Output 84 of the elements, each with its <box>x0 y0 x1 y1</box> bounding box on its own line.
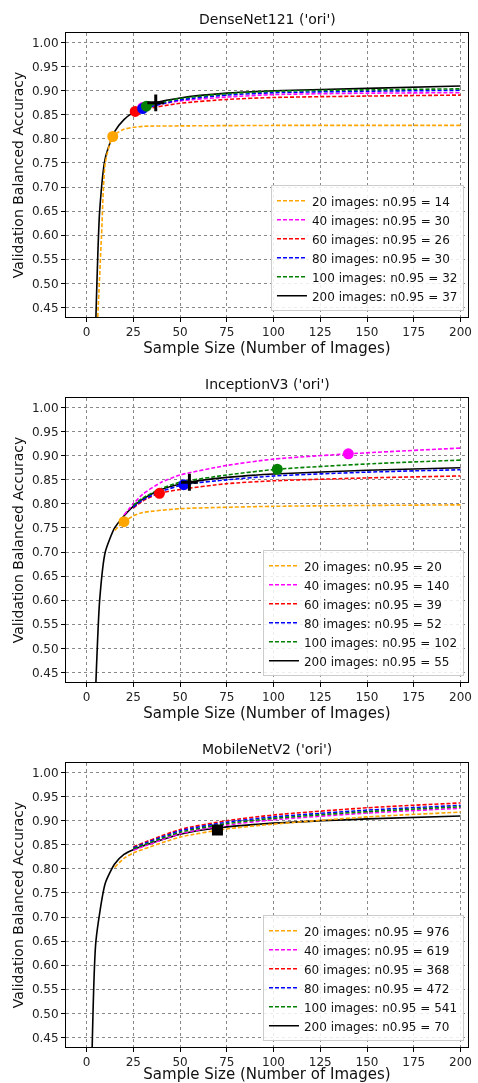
y-tick-label: 1.00 <box>31 35 59 50</box>
chart-title: InceptionV3 ('ori') <box>205 376 330 392</box>
y-tick-label: 0.95 <box>31 424 59 439</box>
y-tick-label: 0.90 <box>31 448 59 463</box>
x-tick-label: 175 <box>402 690 426 705</box>
y-tick-label: 0.65 <box>31 934 59 949</box>
legend-label: 100 images: n0.95 = 32 <box>311 270 458 285</box>
chart-title: MobileNetV2 ('ori') <box>202 741 333 757</box>
x-tick-label: 100 <box>262 325 285 340</box>
legend-label: 200 images: n0.95 = 55 <box>303 654 450 669</box>
x-tick-label: 25 <box>125 1055 141 1070</box>
legend-label: 80 images: n0.95 = 30 <box>311 251 450 266</box>
legend-label: 40 images: n0.95 = 30 <box>311 213 450 228</box>
legend-label: 200 images: n0.95 = 37 <box>311 289 458 304</box>
x-tick-label: 200 <box>449 690 472 705</box>
x-tick-label: 100 <box>262 690 285 705</box>
y-tick-label: 0.50 <box>31 1006 59 1021</box>
y-tick-label: 0.50 <box>31 641 59 656</box>
y-tick-label: 0.65 <box>31 204 59 219</box>
legend-label: 60 images: n0.95 = 39 <box>303 597 442 612</box>
y-tick-label: 0.60 <box>31 958 59 973</box>
x-tick-label: 50 <box>172 325 188 340</box>
y-tick-label: 0.60 <box>31 228 59 243</box>
y-tick-label: 0.50 <box>31 276 59 291</box>
x-axis-title: Sample Size (Number of Images) <box>143 339 391 358</box>
legend-label: 80 images: n0.95 = 52 <box>303 616 442 631</box>
legend-label: 80 images: n0.95 = 472 <box>303 981 450 996</box>
x-tick-label: 75 <box>219 325 235 340</box>
x-axis-title: Sample Size (Number of Images) <box>143 704 391 723</box>
x-tick-label: 125 <box>308 690 332 705</box>
y-tick-label: 1.00 <box>31 765 59 780</box>
x-tick-label: 125 <box>308 325 332 340</box>
y-tick-label: 0.55 <box>31 252 59 267</box>
y-tick-label: 0.45 <box>31 1030 59 1045</box>
legend-label: 20 images: n0.95 = 976 <box>303 924 450 939</box>
y-tick-label: 0.85 <box>31 473 59 488</box>
legend-label: 60 images: n0.95 = 26 <box>311 232 450 247</box>
legend-label: 40 images: n0.95 = 140 <box>303 578 450 593</box>
legend-label: 200 images: n0.95 = 70 <box>303 1019 450 1034</box>
y-tick-label: 0.45 <box>31 300 59 315</box>
legend-label: 20 images: n0.95 = 14 <box>311 194 450 209</box>
y-tick-label: 0.85 <box>31 108 59 123</box>
y-tick-label: 0.90 <box>31 813 59 828</box>
x-tick-label: 0 <box>82 690 91 705</box>
y-axis-title: Validation Balanced Accuracy <box>10 801 27 1009</box>
x-tick-label: 150 <box>355 690 379 705</box>
y-tick-label: 0.70 <box>31 180 59 195</box>
legend-label: 40 images: n0.95 = 619 <box>303 943 450 958</box>
legend-label: 60 images: n0.95 = 368 <box>303 962 450 977</box>
y-tick-label: 0.85 <box>31 838 59 853</box>
y-axis-title: Validation Balanced Accuracy <box>10 71 27 279</box>
x-tick-label: 200 <box>449 1055 472 1070</box>
y-tick-label: 0.65 <box>31 569 59 584</box>
y-tick-label: 0.55 <box>31 982 59 997</box>
y-tick-label: 1.00 <box>31 400 59 415</box>
x-tick-label: 0 <box>82 1055 91 1070</box>
y-tick-label: 0.60 <box>31 593 59 608</box>
x-tick-label: 0 <box>82 325 91 340</box>
y-tick-label: 0.80 <box>31 497 59 512</box>
y-tick-label: 0.80 <box>31 862 59 877</box>
y-tick-label: 0.75 <box>31 886 59 901</box>
y-tick-label: 0.75 <box>31 156 59 171</box>
y-tick-label: 0.95 <box>31 59 59 74</box>
x-tick-label: 75 <box>219 690 235 705</box>
chart-title: DenseNet121 ('ori') <box>199 11 336 27</box>
y-tick-label: 0.55 <box>31 617 59 632</box>
x-tick-label: 175 <box>402 1055 426 1070</box>
x-tick-label: 50 <box>172 690 188 705</box>
x-tick-label: 25 <box>125 325 141 340</box>
x-tick-label: 150 <box>355 325 379 340</box>
x-tick-label: 25 <box>125 690 141 705</box>
y-tick-label: 0.70 <box>31 910 59 925</box>
y-tick-label: 0.75 <box>31 521 59 536</box>
x-tick-label: 200 <box>449 325 472 340</box>
legend-label: 20 images: n0.95 = 20 <box>303 559 442 574</box>
legend-label: 100 images: n0.95 = 102 <box>303 635 458 650</box>
y-axis-title: Validation Balanced Accuracy <box>10 436 27 644</box>
y-tick-label: 0.70 <box>31 545 59 560</box>
legend-label: 100 images: n0.95 = 541 <box>303 1000 458 1015</box>
y-tick-label: 0.80 <box>31 132 59 147</box>
y-tick-label: 0.45 <box>31 665 59 680</box>
x-tick-label: 175 <box>402 325 426 340</box>
y-tick-label: 0.95 <box>31 789 59 804</box>
y-tick-label: 0.90 <box>31 83 59 98</box>
